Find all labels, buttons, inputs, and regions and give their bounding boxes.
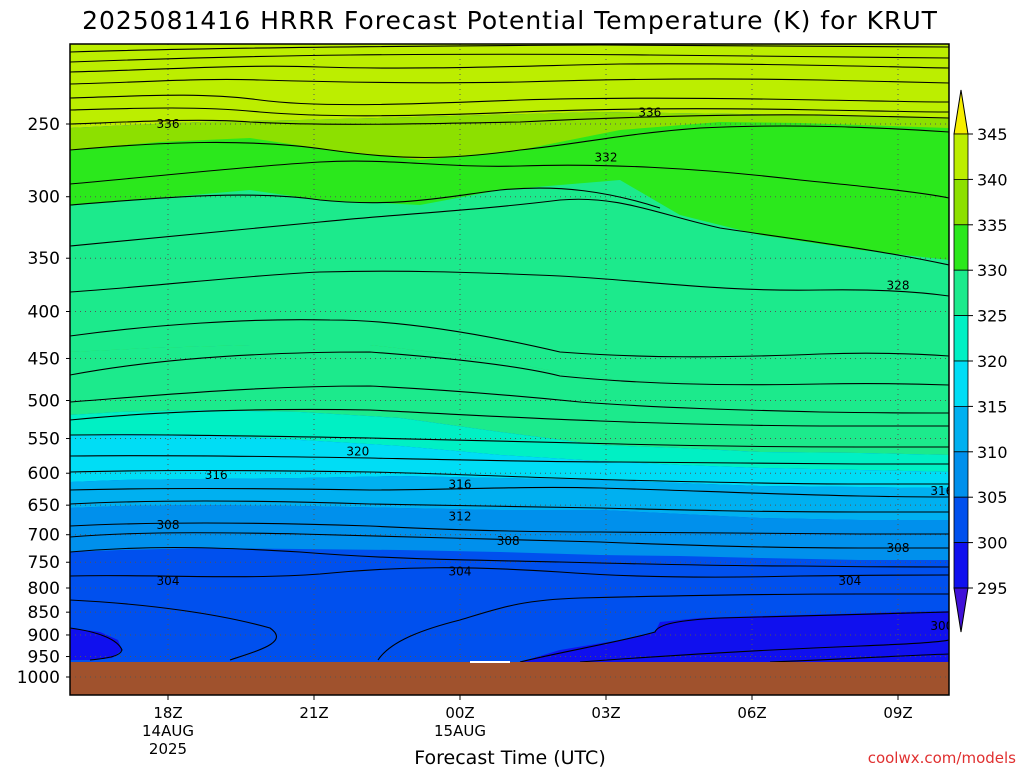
- y-tick-label: 1000: [17, 668, 60, 688]
- colorbar-segment: [953, 405, 969, 453]
- colorbar-segment: [953, 496, 969, 544]
- plot-area: 336 336 332 328 320 316 316 316 312 308 308 308 304 3…: [70, 44, 953, 695]
- contour-labels: 336 336 332 328 320 316 316 316 312 308 308 308 304 3…: [157, 106, 953, 633]
- colorbar-label: 340: [977, 170, 1008, 189]
- y-tick-label: 300: [28, 188, 60, 208]
- colorbar-segment: [953, 360, 969, 407]
- y-tick-label: 650: [28, 496, 60, 516]
- x-tick-label: 06Z: [737, 704, 766, 722]
- contour-label: 300: [930, 619, 953, 633]
- colorbar-label: 320: [977, 352, 1008, 371]
- colorbar-label: 300: [977, 534, 1008, 553]
- y-tick-label: 500: [28, 392, 60, 412]
- y-tick-label: 700: [28, 526, 60, 546]
- y-tick-label: 600: [28, 464, 60, 484]
- y-tick-label: 750: [28, 553, 60, 573]
- y-axis: 250 300 350 400 450 500 550 600 650 700 750 800 850 9…: [17, 115, 70, 688]
- x-tick-label: 18Z: [153, 704, 182, 722]
- x-axis-label: Forecast Time (UTC): [414, 747, 605, 768]
- grid: [70, 44, 949, 695]
- colorbar-label: 315: [977, 397, 1008, 416]
- contour-label: 316: [205, 468, 228, 482]
- contour-label: 312: [449, 510, 472, 524]
- contour-label: 320: [346, 444, 369, 458]
- x-tick-year: 2025: [149, 740, 187, 758]
- contour-label: 316: [449, 477, 472, 491]
- y-tick-label: 550: [28, 430, 60, 450]
- chart-title: 2025081416 HRRR Forecast Potential Tempe…: [82, 6, 938, 35]
- colorbar-label: 295: [977, 579, 1008, 598]
- y-tick-label: 800: [28, 579, 60, 599]
- colorbar-segment: [953, 315, 969, 362]
- x-tick-label: 03Z: [591, 704, 620, 722]
- ground: [70, 662, 949, 695]
- contour-label: 336: [157, 117, 180, 131]
- colorbar-top-arrow: [953, 89, 969, 135]
- colorbar-label: 310: [977, 443, 1008, 462]
- x-tick-date: 14AUG: [142, 722, 194, 740]
- band-340: [70, 44, 949, 128]
- x-tick-label: 21Z: [299, 704, 328, 722]
- band-300: [70, 628, 122, 660]
- colorbar: 345 340 335 330 325 320 315 310 305 300 295: [953, 89, 1008, 633]
- contour-label: 304: [838, 574, 861, 588]
- y-tick-label: 400: [28, 302, 60, 322]
- contour-label: 308: [887, 541, 910, 555]
- colorbar-segment: [953, 542, 969, 589]
- contour-label: 336: [638, 106, 661, 120]
- contour-label: 316: [930, 484, 953, 498]
- colorbar-segment: [953, 178, 969, 226]
- y-tick-label: 850: [28, 603, 60, 623]
- contour-label: 304: [449, 565, 472, 579]
- contour-lines: [70, 44, 949, 663]
- y-tick-label: 350: [28, 249, 60, 269]
- contour-label: 328: [887, 279, 910, 293]
- x-tick-date: 15AUG: [434, 722, 486, 740]
- colorbar-label: 325: [977, 307, 1008, 326]
- band-310: [70, 476, 949, 520]
- contour-label: 308: [157, 518, 180, 532]
- colorbar-label: 330: [977, 261, 1008, 280]
- contour-label: 332: [595, 151, 618, 165]
- band-328: [70, 180, 949, 382]
- plot-frame: [69, 43, 950, 696]
- colorbar-label: 345: [977, 125, 1008, 144]
- y-tick-label: 450: [28, 349, 60, 369]
- colorbar-segment: [953, 133, 969, 180]
- colorbar-label: 335: [977, 216, 1008, 235]
- colorbar-label: 305: [977, 488, 1008, 507]
- y-tick-label: 900: [28, 626, 60, 646]
- colorbar-segment: [953, 224, 969, 271]
- contour-label: 304: [157, 574, 180, 588]
- x-tick-label: 09Z: [883, 704, 912, 722]
- band-300b: [520, 611, 949, 662]
- band-325: [70, 345, 949, 455]
- x-tick-label: 00Z: [445, 704, 474, 722]
- colorbar-bottom-arrow: [953, 587, 969, 633]
- colorbar-segment: [953, 269, 969, 317]
- y-tick-label: 250: [28, 115, 60, 135]
- y-tick-label: 950: [28, 648, 60, 668]
- contour-label: 308: [497, 534, 520, 548]
- colorbar-segment: [953, 451, 969, 498]
- credit-text: coolwx.com/models: [868, 749, 1016, 767]
